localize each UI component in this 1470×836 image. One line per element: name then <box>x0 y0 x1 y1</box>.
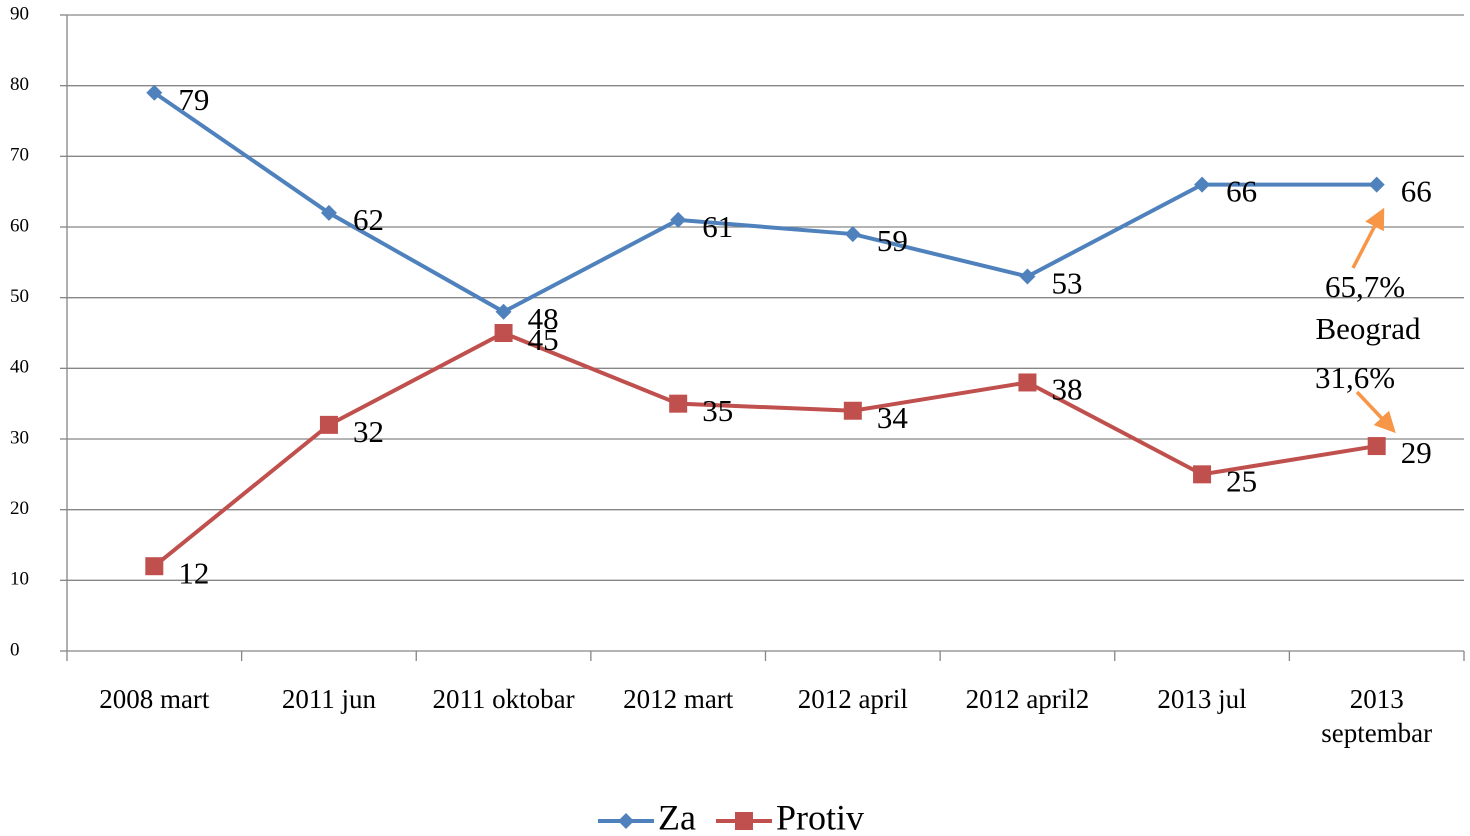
y-tick-label: 30 <box>10 427 29 448</box>
data-label: 38 <box>1051 372 1082 407</box>
annotation: 31,6% <box>1315 360 1395 395</box>
legend: Za Protiv <box>598 797 864 836</box>
data-label: 62 <box>353 202 384 237</box>
annotation-arrow <box>1351 207 1385 269</box>
series-line <box>153 91 1377 315</box>
point-marker <box>146 84 163 101</box>
data-label: 59 <box>877 223 908 258</box>
point-marker <box>843 401 862 420</box>
point-marker <box>319 415 338 434</box>
point-marker <box>670 211 687 228</box>
x-tick-label: 2011 jun <box>281 684 377 714</box>
point-marker <box>1018 373 1037 392</box>
y-tick-label: 80 <box>10 74 29 95</box>
data-label: 53 <box>1051 266 1082 301</box>
data-label: 48 <box>528 301 559 336</box>
data-label: 79 <box>178 82 209 117</box>
data-label: 66 <box>1226 174 1257 209</box>
point-marker <box>494 324 513 342</box>
point-marker <box>618 813 634 829</box>
data-label: 29 <box>1401 435 1432 470</box>
x-tick-label: 2013 jul <box>1157 684 1247 714</box>
point-marker <box>844 226 861 243</box>
x-tick-label: 2012 april2 <box>965 684 1090 714</box>
x-tick-label: 2012 april <box>797 684 908 714</box>
point-marker <box>734 812 753 830</box>
point-marker <box>145 557 164 576</box>
y-tick-label: 20 <box>10 498 29 519</box>
data-label: 35 <box>702 393 733 428</box>
annotation: 65,7% <box>1325 269 1405 304</box>
legend-label: Protiv <box>776 797 864 836</box>
data-label: 61 <box>702 209 733 244</box>
y-tick-label: 50 <box>10 286 29 307</box>
y-tick-label: 60 <box>10 215 29 236</box>
y-tick-label: 10 <box>10 569 29 590</box>
point-marker <box>1368 176 1385 193</box>
y-tick-label: 40 <box>10 357 29 378</box>
data-label: 25 <box>1226 463 1257 498</box>
y-tick-label: 90 <box>10 3 29 24</box>
y-tick-label: 0 <box>10 639 20 660</box>
series: 12 32 45 35 34 38 25 29 <box>145 322 1432 590</box>
x-tick-label: 2012 mart <box>623 684 734 714</box>
annotation: Beograd <box>1315 311 1421 346</box>
point-marker <box>1019 268 1036 285</box>
x-tick-label: 2011 oktobar <box>432 684 575 714</box>
y-tick-label: 70 <box>10 145 29 166</box>
point-marker <box>495 303 512 320</box>
data-label: 66 <box>1401 174 1432 209</box>
point-marker <box>1193 465 1212 484</box>
x-tick-label: 2008 mart <box>99 684 210 714</box>
point-marker <box>1367 437 1386 456</box>
data-label: 34 <box>877 400 909 435</box>
data-label: 12 <box>178 555 209 590</box>
series-line <box>153 330 1378 568</box>
point-marker <box>1194 176 1211 193</box>
legend-label: Za <box>658 797 696 836</box>
series: 79 62 48 61 59 53 66 66 <box>146 82 1432 336</box>
annotation-arrow <box>1355 390 1396 434</box>
point-marker <box>320 204 337 221</box>
data-label: 32 <box>353 414 384 449</box>
data-label: 45 <box>528 322 559 357</box>
x-tick-label: 2013 septembar <box>1321 684 1433 748</box>
point-marker <box>669 394 688 413</box>
